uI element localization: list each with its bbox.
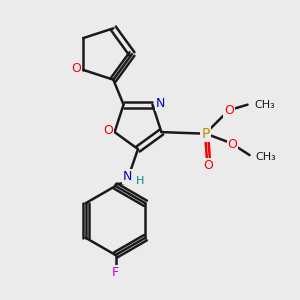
Text: CH₃: CH₃ <box>254 100 275 110</box>
Text: N: N <box>156 97 166 110</box>
Text: O: O <box>103 124 113 137</box>
Text: O: O <box>228 137 237 151</box>
Text: O: O <box>204 159 213 172</box>
Text: P: P <box>201 127 210 140</box>
Text: O: O <box>72 62 82 75</box>
Text: F: F <box>112 266 119 279</box>
Text: N: N <box>123 170 132 183</box>
Text: O: O <box>224 103 234 117</box>
Text: CH₃: CH₃ <box>256 152 276 163</box>
Text: H: H <box>136 176 144 186</box>
